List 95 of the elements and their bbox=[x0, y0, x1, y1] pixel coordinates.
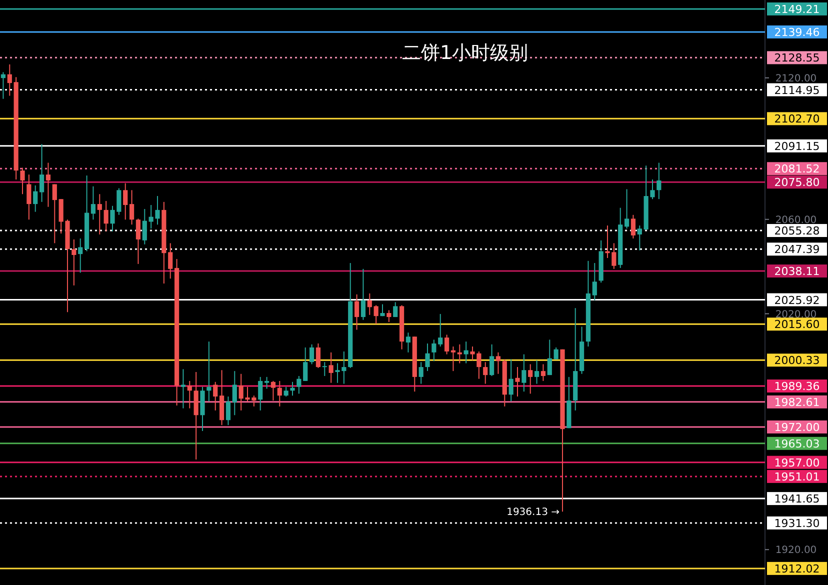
candlestick bbox=[78, 238, 83, 274]
candlestick bbox=[534, 360, 540, 384]
candlestick bbox=[90, 186, 96, 220]
ref-line-label: 1957.00 bbox=[774, 456, 820, 470]
ref-line-label: 2075.80 bbox=[774, 176, 820, 190]
ref-line-label: 2015.60 bbox=[774, 318, 820, 332]
candlestick bbox=[206, 341, 212, 402]
candlestick bbox=[97, 194, 102, 235]
candlestick bbox=[284, 386, 288, 398]
candlestick bbox=[637, 225, 642, 251]
candlestick bbox=[316, 342, 321, 368]
candlestick bbox=[328, 352, 334, 384]
candlestick bbox=[290, 381, 295, 396]
ref-line-label: 2102.70 bbox=[774, 112, 820, 126]
candlestick bbox=[374, 304, 378, 324]
candlestick bbox=[187, 380, 192, 409]
ref-line-label: 2055.28 bbox=[774, 224, 820, 238]
ref-line-label: 2128.55 bbox=[774, 52, 820, 65]
candlestick bbox=[540, 364, 546, 382]
ref-line-label: 2149.21 bbox=[774, 2, 820, 16]
candlestick bbox=[554, 346, 558, 360]
candlestick bbox=[232, 370, 237, 416]
candlestick bbox=[515, 366, 520, 398]
candlestick bbox=[136, 218, 141, 264]
candlestick bbox=[168, 242, 173, 280]
candlestick bbox=[264, 376, 270, 390]
annotation: 1936.13 → bbox=[506, 507, 560, 518]
ref-line-label: 1912.02 bbox=[774, 562, 820, 576]
candlestick bbox=[7, 64, 12, 96]
candlestick bbox=[528, 364, 533, 394]
candlestick bbox=[547, 339, 552, 376]
candlestick bbox=[52, 184, 57, 244]
candlestick bbox=[26, 174, 32, 220]
ref-line-label: 2000.33 bbox=[774, 354, 820, 368]
ref-line-label: 1951.01 bbox=[774, 470, 820, 484]
ref-line-label: 2081.52 bbox=[774, 162, 820, 176]
candlestick bbox=[258, 376, 263, 411]
candlestick bbox=[270, 380, 276, 402]
candlestick bbox=[489, 344, 494, 377]
candlestick bbox=[360, 268, 366, 320]
candlestick bbox=[142, 208, 147, 245]
candlestick bbox=[72, 238, 76, 286]
candlestick bbox=[496, 352, 501, 374]
ref-line-label: 2047.39 bbox=[774, 243, 820, 256]
ref-line-label: 1931.30 bbox=[774, 516, 820, 530]
candlestick bbox=[0, 72, 6, 100]
y-tick-label: 1920.00 bbox=[775, 545, 817, 556]
ref-line-label: 2025.92 bbox=[774, 294, 820, 307]
ref-line-label: 1982.61 bbox=[774, 396, 820, 409]
candlestick bbox=[180, 368, 186, 409]
candlestick bbox=[444, 334, 450, 355]
y-tick-label: 2120.00 bbox=[775, 73, 817, 84]
ref-line-label: 1989.36 bbox=[774, 380, 820, 394]
candlestick bbox=[123, 182, 128, 220]
ref-line-label: 2038.11 bbox=[774, 265, 820, 278]
y-tick-label: 2060.00 bbox=[775, 214, 817, 226]
candlestick bbox=[20, 167, 25, 195]
candlestick bbox=[33, 184, 38, 212]
ref-line-label: 2091.15 bbox=[774, 140, 820, 153]
candlestick bbox=[592, 262, 597, 301]
ref-line-label: 1972.00 bbox=[774, 420, 820, 434]
candlestick bbox=[464, 341, 468, 364]
candlestick bbox=[129, 190, 134, 226]
ref-line-label: 2139.46 bbox=[774, 26, 820, 39]
candlestick bbox=[522, 354, 526, 392]
candlestick bbox=[425, 342, 430, 372]
candlestick bbox=[367, 292, 372, 316]
candlestick bbox=[303, 346, 308, 382]
candlestick bbox=[393, 302, 398, 318]
candlestick bbox=[322, 362, 327, 377]
candlestick bbox=[508, 358, 514, 402]
candlestick bbox=[406, 332, 411, 353]
candlestick bbox=[450, 346, 456, 372]
ref-line-label: 1941.65 bbox=[774, 492, 820, 506]
candlestick bbox=[104, 200, 108, 232]
candlestick bbox=[213, 381, 218, 411]
candlestick bbox=[432, 339, 436, 362]
ref-line-label: 2114.95 bbox=[774, 84, 820, 97]
title: 二饼1小时级别 bbox=[402, 42, 528, 64]
candlestick bbox=[46, 162, 51, 208]
candlestick bbox=[438, 313, 443, 348]
candlestick bbox=[277, 380, 282, 407]
candlestick bbox=[296, 376, 302, 394]
candlestick bbox=[39, 144, 44, 202]
candlestick bbox=[418, 362, 424, 384]
candlestick bbox=[386, 310, 392, 322]
candlestick bbox=[624, 188, 630, 230]
candlestick bbox=[483, 362, 488, 384]
candlestick bbox=[630, 214, 636, 239]
ref-line-label: 1965.03 bbox=[774, 437, 820, 450]
candlestick bbox=[457, 344, 462, 364]
candlestick bbox=[309, 344, 314, 365]
candlestick bbox=[656, 162, 662, 200]
candlestick bbox=[354, 294, 360, 330]
candlestick bbox=[226, 396, 231, 426]
